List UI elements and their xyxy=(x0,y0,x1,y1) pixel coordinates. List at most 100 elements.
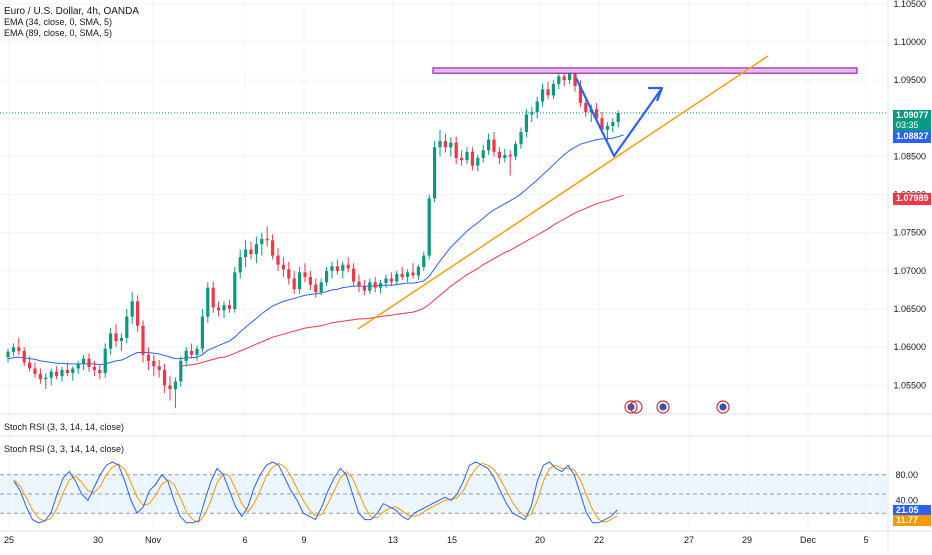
candle-up xyxy=(330,266,334,271)
axes: 1.105001.100001.095001.090001.085001.080… xyxy=(4,0,926,545)
candle-down xyxy=(281,264,285,270)
event-marker-icon xyxy=(716,400,730,414)
candle-down xyxy=(600,118,604,130)
candle-up xyxy=(60,370,64,377)
candle-down xyxy=(562,76,566,81)
stoch-legend-label[interactable]: Stoch RSI (3, 3, 14, 14, close) xyxy=(4,444,125,454)
candle-down xyxy=(92,366,96,371)
last-price-value: 1.09077 xyxy=(896,110,929,120)
candle-down xyxy=(136,301,140,326)
candle-up xyxy=(535,101,539,113)
candle-up xyxy=(298,272,302,290)
candle-down xyxy=(87,358,91,367)
candle-up xyxy=(11,347,15,352)
candle-down xyxy=(22,350,26,363)
candle-down xyxy=(265,238,269,241)
ema89-legend[interactable]: EMA (89, close, 0, SMA, 5) xyxy=(4,28,113,38)
candle-down xyxy=(411,272,415,276)
x-tick-label: 9 xyxy=(301,535,306,545)
candle-up xyxy=(233,272,237,309)
candle-down xyxy=(292,278,296,290)
event-marker-icon xyxy=(629,400,643,414)
candle-down xyxy=(114,333,118,342)
stoch-d-value: 11.77 xyxy=(896,515,919,525)
ema89-value: 1.07989 xyxy=(896,193,929,203)
candle-down xyxy=(373,282,377,288)
stoch-legend-top: Stoch RSI (3, 3, 14, 14, close) xyxy=(4,422,124,433)
y-tick-label: 1.06500 xyxy=(893,304,926,314)
x-tick-label: Dec xyxy=(800,535,817,545)
candle-up xyxy=(605,125,609,130)
candle-up xyxy=(395,273,399,282)
candle-down xyxy=(335,266,339,271)
y-tick-label: 1.05500 xyxy=(893,380,926,390)
candle-down xyxy=(508,154,512,157)
trendline xyxy=(357,55,769,330)
candle-down xyxy=(157,366,161,371)
candle-down xyxy=(65,370,69,374)
stoch-k-line xyxy=(13,461,618,524)
candle-up xyxy=(476,157,480,166)
candle-down xyxy=(190,350,194,355)
x-tick-label: 25 xyxy=(4,535,14,545)
x-tick-label: 29 xyxy=(742,535,752,545)
candle-down xyxy=(38,373,42,380)
candle-up xyxy=(433,147,437,199)
stoch-legend-label-top[interactable]: Stoch RSI (3, 3, 14, 14, close) xyxy=(4,422,125,432)
candle-down xyxy=(400,273,404,277)
candle-up xyxy=(379,283,383,288)
bar-countdown: 03:35 xyxy=(896,120,919,130)
drawings xyxy=(357,55,858,414)
ema34-legend[interactable]: EMA (34, close, 0, SMA, 5) xyxy=(4,17,113,27)
ema34-badge: 1.08827 xyxy=(893,131,931,143)
candle-down xyxy=(152,360,156,367)
candle-up xyxy=(319,282,323,293)
legend: Euro / U.S. Dollar, 4h, OANDA EMA (34, c… xyxy=(4,6,139,39)
candle-down xyxy=(389,278,393,282)
candle-up xyxy=(568,72,572,81)
symbol-title[interactable]: Euro / U.S. Dollar, 4h, OANDA xyxy=(4,6,140,17)
ema89-badge: 1.07989 xyxy=(893,193,931,205)
candle-down xyxy=(98,370,102,374)
x-tick-label: 6 xyxy=(242,535,247,545)
candle-down xyxy=(346,264,350,269)
candle-up xyxy=(406,272,410,277)
ema34-path xyxy=(7,134,624,366)
candle-up xyxy=(200,316,204,349)
y-tick-label: 1.10500 xyxy=(893,0,926,9)
candle-up xyxy=(325,270,329,283)
candle-down xyxy=(227,305,231,309)
candle-down xyxy=(595,109,599,119)
event-marker-icon xyxy=(624,400,638,414)
stoch-level-label: 80.00 xyxy=(895,470,918,480)
candle-up xyxy=(260,238,264,245)
event-marker-core xyxy=(627,403,635,411)
x-tick-label: 30 xyxy=(93,535,103,545)
candle-down xyxy=(492,139,496,152)
stoch-d-line xyxy=(13,462,618,523)
candle-down xyxy=(303,272,307,277)
candle-down xyxy=(55,371,59,377)
stoch-k-value: 21.05 xyxy=(896,505,919,515)
stoch-legend-main: Stoch RSI (3, 3, 14, 14, close) xyxy=(4,444,124,455)
x-tick-label: 15 xyxy=(447,535,457,545)
candle-up xyxy=(541,89,545,102)
candle-up xyxy=(530,112,534,115)
ema89-path xyxy=(180,194,624,367)
candle-up xyxy=(481,150,485,158)
candle-up xyxy=(184,350,188,361)
candle-up xyxy=(103,348,107,374)
candle-up xyxy=(254,244,258,255)
candle-down xyxy=(578,86,582,103)
candle-up xyxy=(465,151,469,161)
projection-arrow xyxy=(575,77,663,158)
y-tick-label: 1.07000 xyxy=(893,266,926,276)
candle-down xyxy=(357,281,361,287)
candle-up xyxy=(173,381,177,390)
candle-down xyxy=(443,141,447,148)
candle-down xyxy=(308,276,312,285)
ema34-value: 1.08827 xyxy=(896,131,929,141)
candle-down xyxy=(314,284,318,293)
candle-down xyxy=(28,362,32,369)
